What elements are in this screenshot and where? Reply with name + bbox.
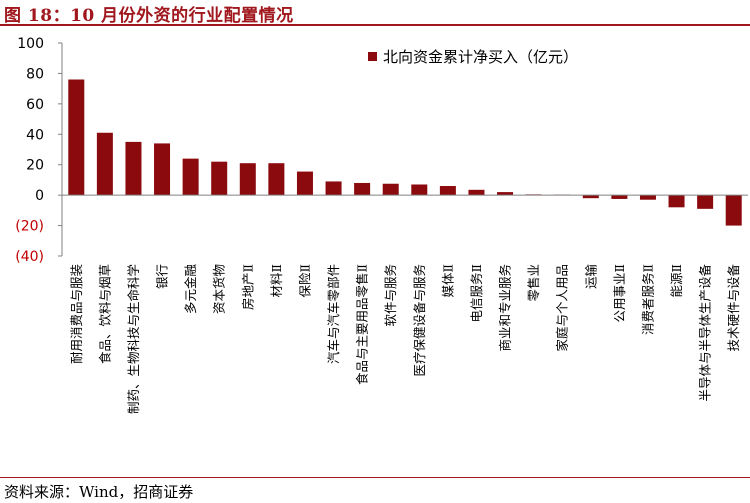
bar-5 [182,158,199,196]
x-axis: 耐用消费品与服装 食品、饮料与烟草 制药、生物科技与生命科学 银行 多元金融 资本货物 房地… [62,194,748,414]
bar-12 [382,183,399,196]
bar-3 [125,141,142,196]
category-label: 食品、饮料与烟草 [97,264,112,364]
category-label: 零售业 [526,264,541,302]
source-note: 资料来源：Wind，招商证券 [4,483,194,501]
bar-chart: 100 80 60 40 20 0 (20) (40) 耐用消费品与服装 食品、饮料与烟草 制药、… [15,36,748,414]
category-label: 媒体Ⅱ [440,264,455,298]
bar-7 [239,163,256,196]
y-tick-label: (40) [15,249,44,265]
category-label: 商业和专业服务 [498,264,513,352]
category-label: 医疗保健设备与服务 [412,264,427,377]
bar-2 [96,132,113,196]
y-tick-label: 60 [26,97,44,113]
category-label: 能源Ⅱ [669,264,684,298]
bar-24 [725,195,742,226]
category-label: 多元金融 [183,264,198,315]
bar-9 [296,171,313,196]
category-label: 汽车与汽车零部件 [326,264,341,364]
header-rule [0,24,750,26]
figure-header: 图 18：10 月份外资的行业配置情况 [0,0,750,26]
y-tick-label: 80 [26,66,44,82]
legend-swatch [368,52,377,61]
category-label: 家庭与个人用品 [555,264,570,352]
bar-20 [611,195,628,199]
bar-4 [154,143,171,196]
category-label: 技术硬件与设备 [726,264,741,352]
legend-label: 北向资金累计净买入（亿元） [383,48,578,66]
category-label: 耐用消费品与服装 [69,264,84,364]
figure-title: 图 18：10 月份外资的行业配置情况 [4,6,294,26]
y-tick-label: (20) [15,219,44,235]
bar-14 [439,186,456,196]
bar-15 [468,189,485,196]
footer-rule [0,477,750,478]
category-label: 房地产Ⅱ [240,264,255,310]
category-label: 软件与服务 [383,264,398,327]
bar-10 [325,181,342,196]
category-label: 制药、生物科技与生命科学 [126,264,141,414]
bar-6 [211,161,228,196]
category-label: 保险Ⅱ [297,264,312,298]
bar-8 [268,163,285,196]
bar-22 [668,195,685,208]
bar-23 [697,195,714,209]
category-label: 电信服务Ⅱ [469,264,484,323]
category-label: 资本货物 [212,264,227,314]
y-tick-label: 100 [17,36,44,52]
bars [68,79,742,226]
y-tick-label: 0 [35,188,44,204]
category-label: 材料Ⅱ [269,264,284,298]
category-label: 银行 [155,264,170,289]
y-tick-label: 40 [26,127,44,143]
category-label: 消费者服务Ⅱ [640,264,655,335]
bar-19 [582,195,599,199]
category-label: 食品与主要用品零售Ⅱ [355,264,370,385]
y-axis: 100 80 60 40 20 0 (20) (40) [15,36,63,265]
bar-21 [639,195,656,200]
category-label: 公用事业Ⅱ [612,264,627,323]
bar-13 [411,184,428,196]
category-label: 运输 [583,264,598,290]
bar-16 [497,192,514,196]
bar-1 [68,79,85,196]
bar-11 [354,182,371,196]
legend: 北向资金累计净买入（亿元） [368,48,578,66]
y-tick-label: 20 [26,158,44,174]
category-label: 半导体与半导体生产设备 [698,264,713,402]
